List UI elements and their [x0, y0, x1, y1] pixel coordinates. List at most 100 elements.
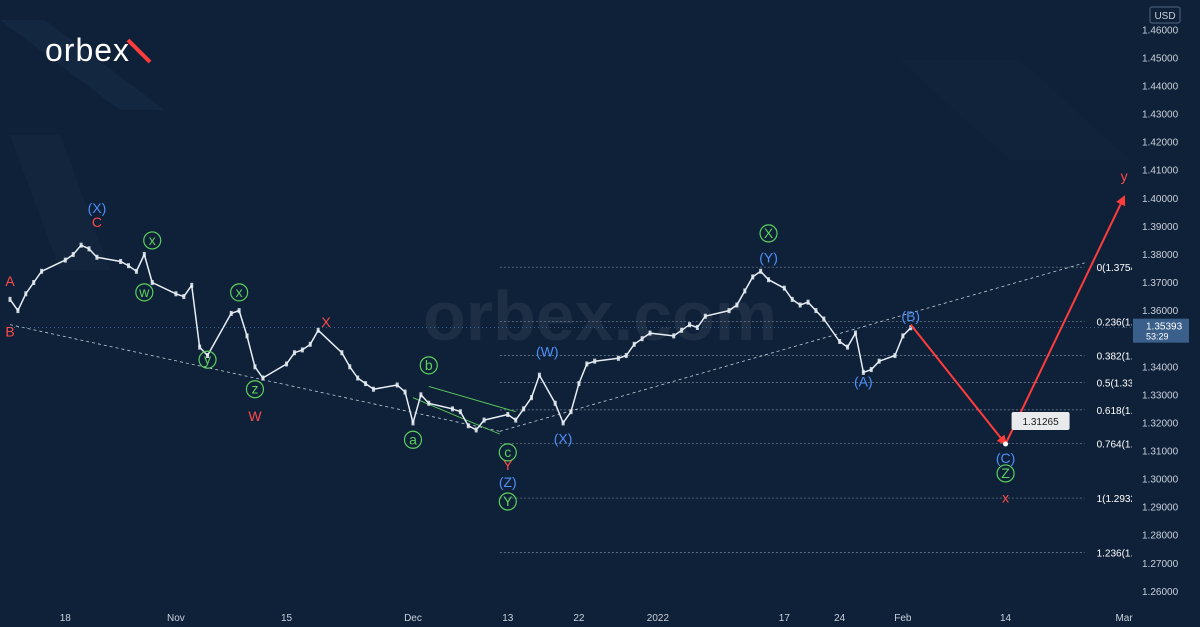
price-candle	[585, 361, 589, 367]
time-tick-label: 24	[834, 613, 846, 624]
price-candle	[119, 258, 123, 264]
price-candle	[427, 400, 431, 406]
projection-arrow	[1004, 195, 1126, 445]
wave-label-circle	[996, 464, 1015, 483]
price-candle	[142, 251, 146, 257]
wave-label: (W)	[536, 343, 559, 359]
wave-label-circle	[419, 356, 438, 375]
brand-logo: orbex	[45, 32, 152, 68]
price-candle	[150, 280, 154, 286]
target-price-label: 1.31265	[1022, 417, 1059, 428]
price-candle	[198, 344, 202, 350]
wave-label: (C)	[996, 450, 1015, 466]
wave-label: (B)	[901, 308, 920, 324]
price-candle	[316, 327, 320, 333]
price-candle	[190, 282, 194, 288]
price-tick-label: 1.26000	[1142, 587, 1179, 598]
price-candle	[529, 395, 533, 401]
watermark: orbex.com	[423, 277, 777, 355]
price-candle	[877, 358, 881, 364]
fib-level-label: 1.236(1.27384)	[1097, 549, 1165, 560]
wave-labels: AB(X)Cxw xyXzWbacY(Z)Y(W)(X)X(Y)(B)(A)(C)…	[5, 168, 1128, 511]
wave-label: Y	[503, 493, 513, 509]
price-candle	[759, 268, 763, 274]
wave-label: z	[251, 381, 258, 397]
wave-label: x	[1002, 489, 1009, 505]
wave-label: W	[248, 408, 262, 424]
price-tick-label: 1.33000	[1142, 390, 1179, 401]
price-candle	[285, 361, 289, 367]
price-candle	[127, 263, 131, 269]
trendline	[428, 385, 516, 413]
price-candle	[40, 268, 44, 274]
fibonacci-levels: 0(1.37546) 0.236(1.35606) 0.382(1.34405) 0.…	[499, 263, 1165, 560]
price-tick-label: 1.38000	[1142, 250, 1179, 261]
fib-level-label: 0.618(1.32465)	[1097, 406, 1165, 417]
wave-label: X	[764, 225, 774, 241]
wave-label: (Z)	[499, 474, 517, 490]
wave-label: B	[5, 324, 14, 340]
wave-label-circle	[759, 224, 778, 243]
price-axis-background	[1132, 0, 1200, 627]
fib-level-label: 0.5(1.33435)	[1097, 379, 1154, 390]
time-tick-label: Mar	[1115, 613, 1133, 624]
price-candle	[672, 333, 676, 339]
price-candle	[767, 277, 771, 283]
price-tick-label: 1.41000	[1142, 166, 1179, 177]
price-candle	[703, 313, 707, 319]
price-tick-label: 1.40000	[1142, 194, 1179, 205]
fib-level-label: 0.236(1.35606)	[1097, 318, 1165, 329]
price-candle	[822, 316, 826, 322]
price-candle	[403, 389, 407, 395]
price-candle	[553, 400, 557, 406]
wave-label: a	[409, 431, 417, 447]
price-candle	[735, 302, 739, 308]
price-candle	[901, 333, 905, 339]
wave-label: x	[149, 232, 156, 248]
wave-label: X	[321, 314, 331, 330]
target-price-tag	[1011, 411, 1070, 430]
price-candle	[16, 308, 20, 314]
price-candle	[87, 246, 91, 252]
time-tick-label: 15	[281, 613, 293, 624]
price-candle	[846, 344, 850, 350]
price-candle	[616, 355, 620, 361]
price-candle	[537, 372, 541, 378]
price-candle	[593, 358, 597, 364]
price-candle	[450, 406, 454, 412]
wave-label: (X)	[88, 200, 107, 216]
price-candle	[782, 285, 786, 291]
price-tick-label: 1.34000	[1142, 362, 1179, 373]
wave-label: x	[236, 284, 243, 300]
price-candle	[8, 296, 12, 302]
price-candle	[853, 330, 857, 336]
price-axis[interactable]: 1.26000 1.27000 1.28000 1.29000 1.30000 1.310…	[1132, 0, 1200, 627]
price-candle	[522, 406, 526, 412]
wave-label: (Y)	[759, 249, 778, 265]
logo-x-accent	[126, 38, 152, 64]
price-candle	[206, 353, 210, 359]
fib-level-label: 0(1.37546)	[1097, 263, 1145, 274]
price-tick-label: 1.29000	[1142, 503, 1179, 514]
price-candle	[577, 381, 581, 387]
price-candle	[482, 417, 486, 423]
time-tick-label: 22	[573, 613, 585, 624]
time-tick-label: 17	[779, 613, 791, 624]
last-price-value: 1.35393	[1146, 322, 1183, 333]
price-candle	[893, 353, 897, 359]
price-candle	[648, 330, 652, 336]
price-candle	[569, 409, 573, 415]
price-candle	[24, 291, 28, 297]
logo-text: orbex	[45, 32, 130, 68]
wave-label-circle	[245, 380, 265, 399]
price-candle	[632, 341, 636, 347]
projection-arrow	[909, 324, 1007, 446]
time-axis[interactable]: 18 Nov 15 Dec 13 22 2022 17 24 Feb 14 Mar	[60, 613, 1134, 624]
price-candle	[63, 257, 67, 263]
fib-level-label: 0.764(1.31265)	[1097, 440, 1165, 451]
wave-label-circle	[498, 443, 517, 462]
price-candle	[861, 369, 865, 375]
price-candle	[174, 291, 178, 297]
